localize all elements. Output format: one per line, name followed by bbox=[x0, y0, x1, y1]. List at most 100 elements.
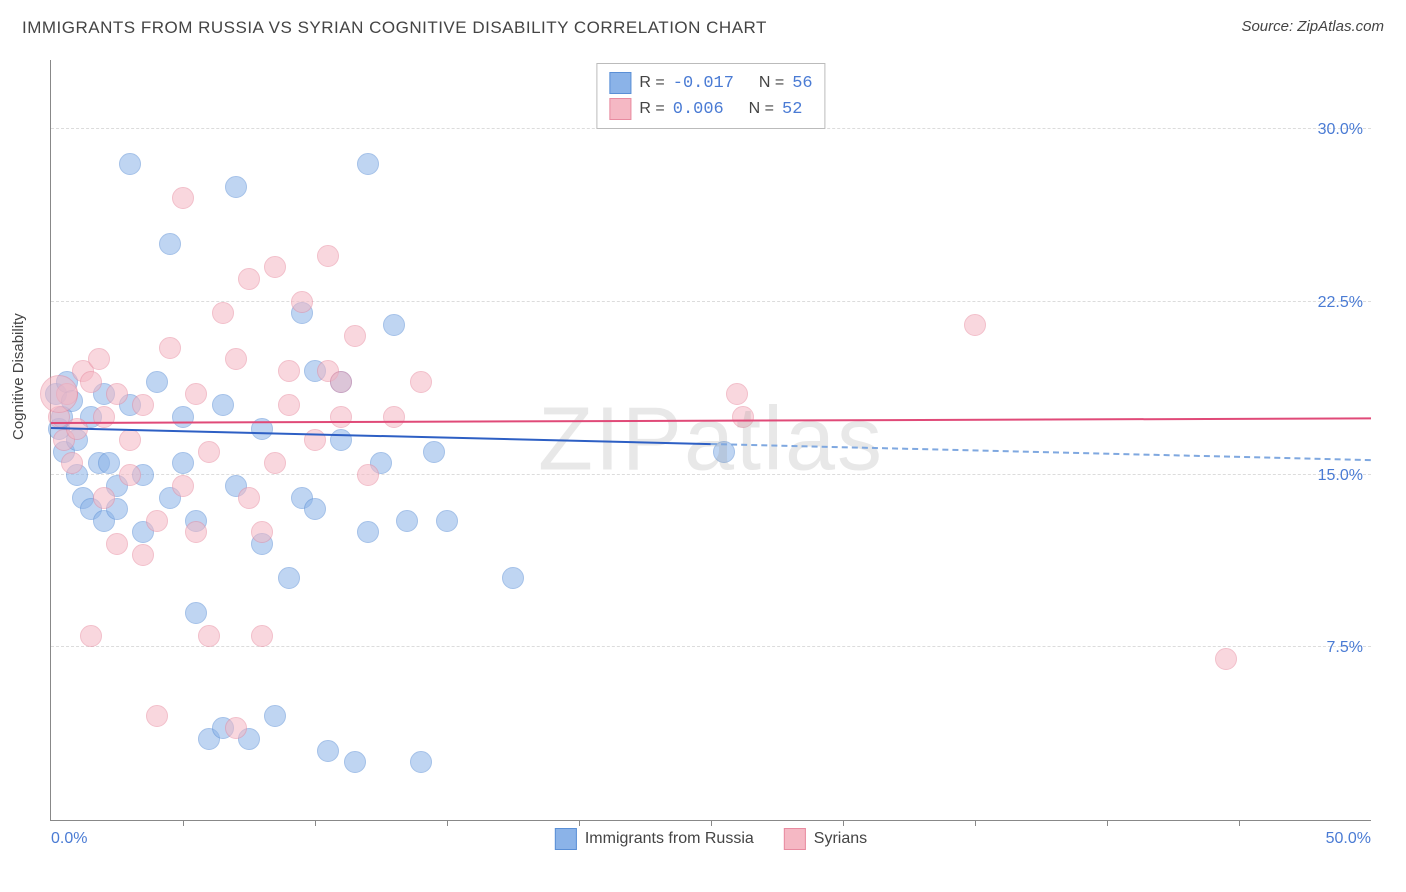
scatter-point-syria bbox=[80, 371, 102, 393]
x-tick bbox=[843, 820, 844, 826]
scatter-point-syria bbox=[330, 371, 352, 393]
legend-R-label: R = bbox=[639, 100, 664, 118]
scatter-point-syria bbox=[225, 348, 247, 370]
x-tick bbox=[1239, 820, 1240, 826]
trendline-russia bbox=[51, 427, 711, 445]
scatter-point-syria bbox=[357, 464, 379, 486]
x-tick bbox=[183, 820, 184, 826]
legend-series: Immigrants from Russia Syrians bbox=[555, 828, 867, 850]
scatter-point-russia bbox=[172, 452, 194, 474]
scatter-point-syria bbox=[278, 360, 300, 382]
scatter-point-russia bbox=[410, 751, 432, 773]
x-axis-min-label: 0.0% bbox=[51, 830, 87, 848]
legend-stats-row-syria: R = 0.006 N = 52 bbox=[609, 96, 812, 122]
scatter-point-syria bbox=[225, 717, 247, 739]
scatter-point-syria bbox=[212, 302, 234, 324]
scatter-point-russia bbox=[159, 233, 181, 255]
scatter-point-russia bbox=[436, 510, 458, 532]
y-tick-label: 7.5% bbox=[1327, 639, 1363, 657]
y-tick-label: 30.0% bbox=[1318, 121, 1363, 139]
scatter-point-syria bbox=[93, 487, 115, 509]
scatter-point-russia bbox=[357, 153, 379, 175]
scatter-point-syria bbox=[185, 383, 207, 405]
x-tick bbox=[447, 820, 448, 826]
scatter-point-syria bbox=[106, 383, 128, 405]
legend-N-label: N = bbox=[749, 100, 774, 118]
scatter-point-syria bbox=[93, 406, 115, 428]
legend-N-russia: 56 bbox=[792, 74, 812, 93]
legend-swatch-russia bbox=[609, 72, 631, 94]
scatter-point-russia bbox=[172, 406, 194, 428]
y-axis-label: Cognitive Disability bbox=[10, 313, 27, 440]
x-tick bbox=[975, 820, 976, 826]
scatter-point-russia bbox=[423, 441, 445, 463]
scatter-point-russia bbox=[278, 567, 300, 589]
x-tick bbox=[315, 820, 316, 826]
legend-item-russia: Immigrants from Russia bbox=[555, 828, 754, 850]
scatter-point-syria bbox=[132, 544, 154, 566]
legend-N-label: N = bbox=[759, 74, 784, 92]
scatter-point-russia bbox=[502, 567, 524, 589]
scatter-point-syria bbox=[726, 383, 748, 405]
scatter-point-syria bbox=[264, 256, 286, 278]
scatter-point-syria bbox=[291, 291, 313, 313]
scatter-point-russia bbox=[212, 394, 234, 416]
scatter-point-syria bbox=[317, 245, 339, 267]
scatter-point-russia bbox=[225, 176, 247, 198]
scatter-point-syria bbox=[732, 406, 754, 428]
scatter-point-syria bbox=[198, 441, 220, 463]
scatter-point-syria bbox=[172, 187, 194, 209]
scatter-point-russia bbox=[264, 705, 286, 727]
scatter-point-syria bbox=[159, 337, 181, 359]
chart-header: IMMIGRANTS FROM RUSSIA VS SYRIAN COGNITI… bbox=[22, 18, 1384, 38]
scatter-point-syria bbox=[251, 625, 273, 647]
scatter-point-syria bbox=[410, 371, 432, 393]
scatter-point-russia bbox=[383, 314, 405, 336]
scatter-point-syria bbox=[330, 406, 352, 428]
scatter-point-syria bbox=[88, 348, 110, 370]
scatter-point-syria bbox=[119, 429, 141, 451]
scatter-point-russia bbox=[357, 521, 379, 543]
scatter-point-syria bbox=[80, 625, 102, 647]
scatter-point-syria bbox=[251, 521, 273, 543]
trendline-syria bbox=[51, 417, 1371, 424]
legend-R-russia: -0.017 bbox=[673, 74, 734, 93]
scatter-point-syria bbox=[264, 452, 286, 474]
scatter-point-syria bbox=[146, 705, 168, 727]
scatter-point-russia bbox=[396, 510, 418, 532]
scatter-point-russia bbox=[344, 751, 366, 773]
legend-N-syria: 52 bbox=[782, 100, 802, 119]
legend-swatch-russia-bottom bbox=[555, 828, 577, 850]
scatter-point-syria bbox=[61, 452, 83, 474]
scatter-point-russia bbox=[119, 153, 141, 175]
scatter-point-syria bbox=[185, 521, 207, 543]
scatter-point-russia bbox=[146, 371, 168, 393]
scatter-point-syria bbox=[40, 375, 78, 413]
legend-stats-row-russia: R = -0.017 N = 56 bbox=[609, 70, 812, 96]
legend-label-russia: Immigrants from Russia bbox=[585, 830, 754, 848]
y-tick-label: 15.0% bbox=[1318, 467, 1363, 485]
plot-area: ZIPatlas R = -0.017 N = 56 R = 0.006 N =… bbox=[50, 60, 1371, 821]
scatter-point-syria bbox=[344, 325, 366, 347]
chart-title: IMMIGRANTS FROM RUSSIA VS SYRIAN COGNITI… bbox=[22, 18, 767, 38]
legend-R-syria: 0.006 bbox=[673, 100, 724, 119]
scatter-point-syria bbox=[146, 510, 168, 532]
y-tick-label: 22.5% bbox=[1318, 294, 1363, 312]
scatter-point-syria bbox=[119, 464, 141, 486]
x-tick bbox=[1107, 820, 1108, 826]
gridline bbox=[51, 474, 1371, 475]
scatter-point-syria bbox=[278, 394, 300, 416]
legend-item-syria: Syrians bbox=[784, 828, 867, 850]
x-axis-max-label: 50.0% bbox=[1326, 830, 1371, 848]
gridline bbox=[51, 646, 1371, 647]
legend-stats: R = -0.017 N = 56 R = 0.006 N = 52 bbox=[596, 63, 825, 129]
scatter-point-syria bbox=[106, 533, 128, 555]
chart-source: Source: ZipAtlas.com bbox=[1241, 18, 1384, 35]
scatter-point-russia bbox=[98, 452, 120, 474]
scatter-point-syria bbox=[198, 625, 220, 647]
legend-R-label: R = bbox=[639, 74, 664, 92]
scatter-point-russia bbox=[185, 602, 207, 624]
x-tick bbox=[711, 820, 712, 826]
legend-label-syria: Syrians bbox=[814, 830, 867, 848]
scatter-point-russia bbox=[330, 429, 352, 451]
